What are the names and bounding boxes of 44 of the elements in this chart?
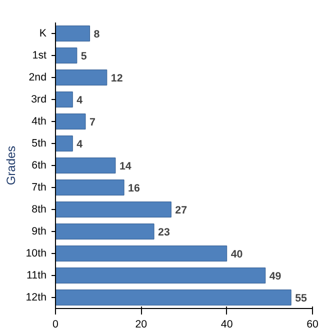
data-label: 40 xyxy=(230,248,243,260)
x-tick-label: 0 xyxy=(52,318,59,330)
bar xyxy=(56,48,78,64)
y-tick-label: 5th xyxy=(32,138,47,150)
y-tick-label: 11th xyxy=(26,270,47,282)
bar xyxy=(56,290,292,306)
bar xyxy=(56,26,90,42)
x-tick-label: 60 xyxy=(306,318,318,330)
y-axis-title: Grades xyxy=(4,146,18,186)
y-tick-label: 7th xyxy=(32,182,47,194)
data-label: 14 xyxy=(119,160,132,172)
y-tick-label: 2nd xyxy=(28,72,47,84)
data-label: 23 xyxy=(158,226,170,238)
bar xyxy=(56,180,124,196)
data-label: 4 xyxy=(76,94,83,106)
bar xyxy=(56,224,154,240)
bar xyxy=(56,70,108,86)
x-tick-label: 20 xyxy=(135,318,148,330)
data-label: 27 xyxy=(175,204,188,216)
data-label: 5 xyxy=(80,50,87,62)
bar xyxy=(56,158,116,174)
y-tick-label: 12th xyxy=(26,292,47,304)
y-tick-label: 8th xyxy=(32,204,47,216)
bar xyxy=(56,268,266,284)
y-tick-label: 9th xyxy=(32,226,47,238)
bar xyxy=(56,114,86,130)
y-tick-label: 1st xyxy=(32,50,47,62)
bar xyxy=(56,136,73,152)
bar xyxy=(56,246,228,262)
y-tick-label: 3rd xyxy=(31,94,47,106)
y-tick-label: 4th xyxy=(32,116,47,128)
y-tick-label: K xyxy=(39,28,46,40)
data-label: 8 xyxy=(94,28,100,40)
bar xyxy=(56,202,172,218)
y-tick-label: 6th xyxy=(32,160,47,172)
data-label: 7 xyxy=(89,116,96,128)
data-label: 4 xyxy=(76,138,83,150)
data-label: 16 xyxy=(128,182,140,194)
data-label: 49 xyxy=(269,270,282,282)
data-label: 12 xyxy=(110,72,123,84)
bar xyxy=(56,92,73,108)
data-label: 55 xyxy=(295,292,308,304)
y-tick-label: 10th xyxy=(26,248,47,260)
x-tick-label: 40 xyxy=(220,318,233,330)
